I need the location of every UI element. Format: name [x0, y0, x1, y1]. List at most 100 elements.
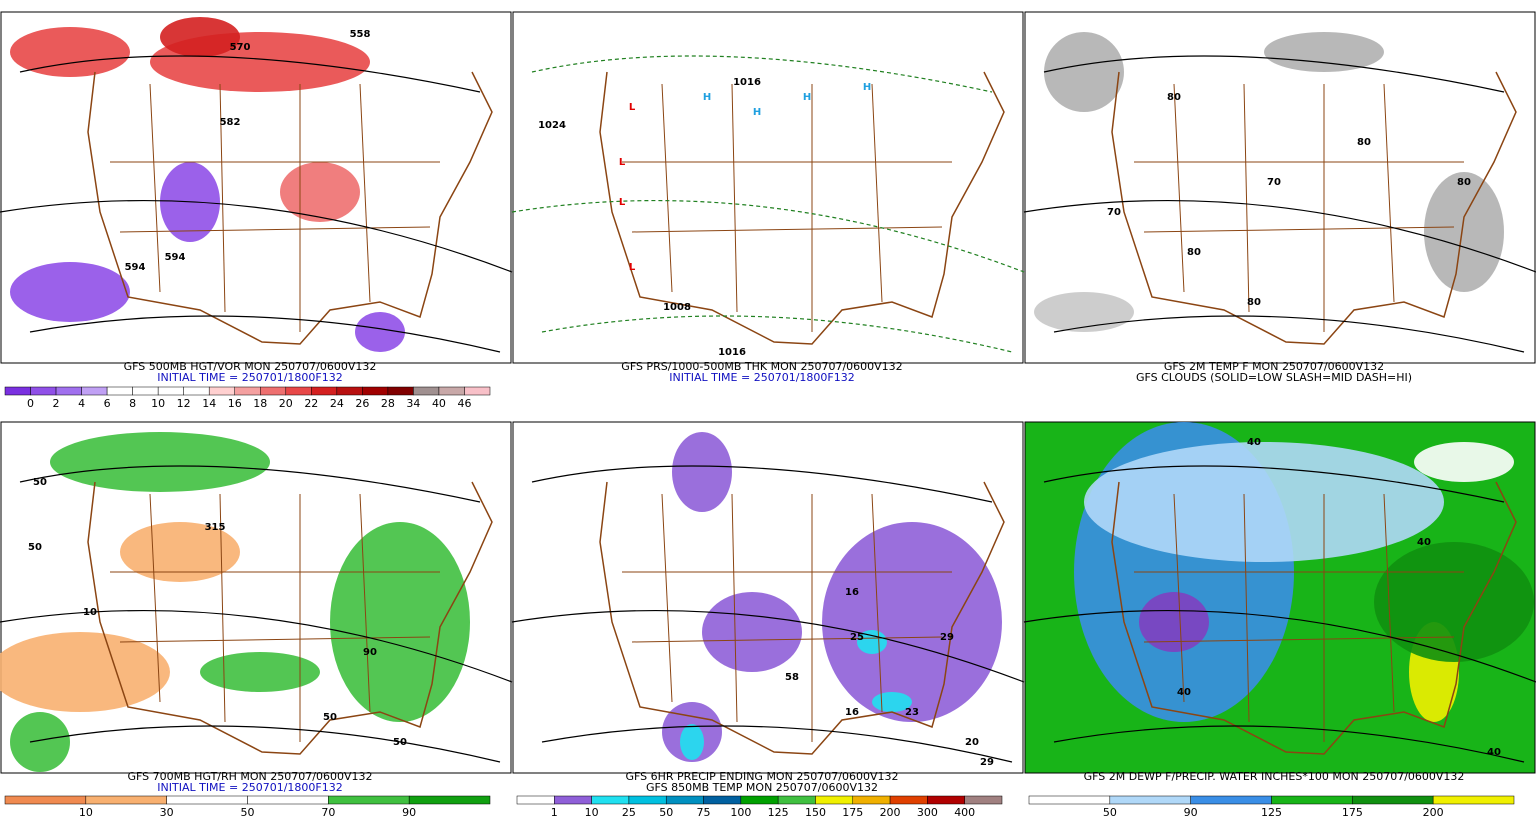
field-area — [160, 17, 240, 57]
contour-line — [1023, 200, 1536, 273]
caption-line: GFS CLOUDS (SOLID=LOW SLASH=MID DASH=HI) — [1136, 371, 1412, 384]
colorbar-swatch — [1109, 795, 1191, 805]
contour-line — [511, 610, 1025, 683]
colorbar-swatch — [1271, 795, 1353, 805]
state-border — [1143, 226, 1455, 233]
contour-label: 50 — [28, 542, 42, 553]
colorbar-swatch — [106, 386, 133, 396]
colorbar-swatch — [665, 795, 704, 805]
contour-line — [29, 725, 501, 763]
contour-label: H — [753, 107, 761, 118]
state-border — [119, 636, 431, 643]
contour-line — [0, 200, 513, 273]
colorbar-label: 175 — [1342, 806, 1363, 819]
colorbar-label: 46 — [457, 397, 471, 410]
caption-line: GFS 850MB TEMP MON 250707/0600V132 — [646, 781, 878, 794]
colorbar-label: 400 — [954, 806, 975, 819]
contour-line — [1043, 55, 1505, 93]
contour-label: 582 — [220, 117, 241, 128]
state-border — [1243, 83, 1250, 313]
state-border — [1173, 493, 1185, 703]
colorbar-swatch — [413, 386, 440, 396]
state-border — [871, 83, 883, 303]
panel: 40 40 40 40 GFS 2M DEWP F/PRECIP. WATER INCH… — [1023, 421, 1536, 819]
field-area — [0, 632, 170, 712]
state-border — [359, 83, 371, 303]
colorbar-swatch — [438, 386, 465, 396]
caption-line: GFS 2M TEMP F MON 250707/0600V132 — [1164, 360, 1384, 373]
field-area — [822, 522, 1002, 722]
colorbar-swatch — [740, 795, 779, 805]
contour-label: 90 — [363, 647, 377, 658]
colorbar-label: 14 — [202, 397, 216, 410]
colorbar-swatch — [927, 795, 965, 805]
state-border — [1143, 636, 1455, 643]
contour-label: 80 — [1247, 297, 1261, 308]
colorbar-swatch — [311, 386, 338, 396]
panel: 80 70 80 80 70 80 80 GFS 2M TEMP F MON 250707/0… — [1023, 11, 1536, 384]
contour-label: 40 — [1247, 437, 1261, 448]
colorbar-label: 25 — [622, 806, 636, 819]
contour-label: L — [629, 262, 636, 273]
colorbar-label: 26 — [355, 397, 369, 410]
contour-line — [19, 465, 481, 503]
colorbar-label: 150 — [805, 806, 826, 819]
contour-label: 570 — [230, 42, 251, 53]
contour-label: 1016 — [718, 347, 746, 358]
contour-label: H — [863, 82, 871, 93]
map-background — [512, 11, 1024, 364]
contour-label: 40 — [1487, 747, 1501, 758]
contour-label: 558 — [350, 29, 371, 40]
state-border — [631, 226, 943, 233]
contour-label: 58 — [785, 672, 799, 683]
colorbar-swatch — [1028, 795, 1111, 805]
contour-label: L — [619, 197, 626, 208]
colorbar-label: 200 — [880, 806, 901, 819]
contour-label: L — [629, 102, 636, 113]
colorbar-swatch — [516, 795, 555, 805]
colorbar-swatch — [852, 795, 891, 805]
field-area — [1034, 292, 1134, 332]
colorbar-swatch — [1190, 795, 1272, 805]
contour-label: 40 — [1177, 687, 1191, 698]
colorbar-swatch — [777, 795, 816, 805]
contour-label: 70 — [1267, 177, 1281, 188]
colorbar-label: 90 — [402, 806, 416, 819]
colorbar: 1 10 25 50 75 100 125 150 175 200 300 400 — [516, 795, 1003, 819]
colorbar-swatch — [889, 795, 928, 805]
contour-line — [511, 200, 1025, 273]
contour-label: 29 — [980, 757, 994, 768]
contour-line — [1053, 725, 1525, 763]
field-area — [330, 522, 470, 722]
colorbar-label: 175 — [842, 806, 863, 819]
colorbar-label: 12 — [177, 397, 191, 410]
colorbar-label: 50 — [659, 806, 673, 819]
colorbar-swatch — [4, 795, 87, 805]
contour-label: 315 — [205, 522, 226, 533]
contour-line — [541, 725, 1013, 763]
colorbar-label: 10 — [585, 806, 599, 819]
state-border — [119, 226, 431, 233]
contour-line — [531, 55, 993, 93]
colorbar-swatch — [362, 386, 389, 396]
field-area — [50, 432, 270, 492]
colorbar-swatch — [1432, 795, 1515, 805]
contour-label: 1016 — [733, 77, 761, 88]
field-area — [1414, 442, 1514, 482]
contour-label: H — [703, 92, 711, 103]
field-area — [1424, 172, 1504, 292]
country-border — [87, 71, 493, 345]
contour-line — [19, 55, 481, 93]
contour-label: 40 — [1417, 537, 1431, 548]
state-border — [871, 493, 883, 713]
colorbar-swatch — [387, 386, 414, 396]
contour-label: H — [803, 92, 811, 103]
colorbar-label: 2 — [53, 397, 60, 410]
contour-line — [0, 610, 513, 683]
colorbar-label: 1 — [551, 806, 558, 819]
colorbar-swatch — [208, 386, 235, 396]
state-border — [631, 636, 943, 643]
contour-line — [1023, 610, 1536, 683]
field-area — [200, 652, 320, 692]
